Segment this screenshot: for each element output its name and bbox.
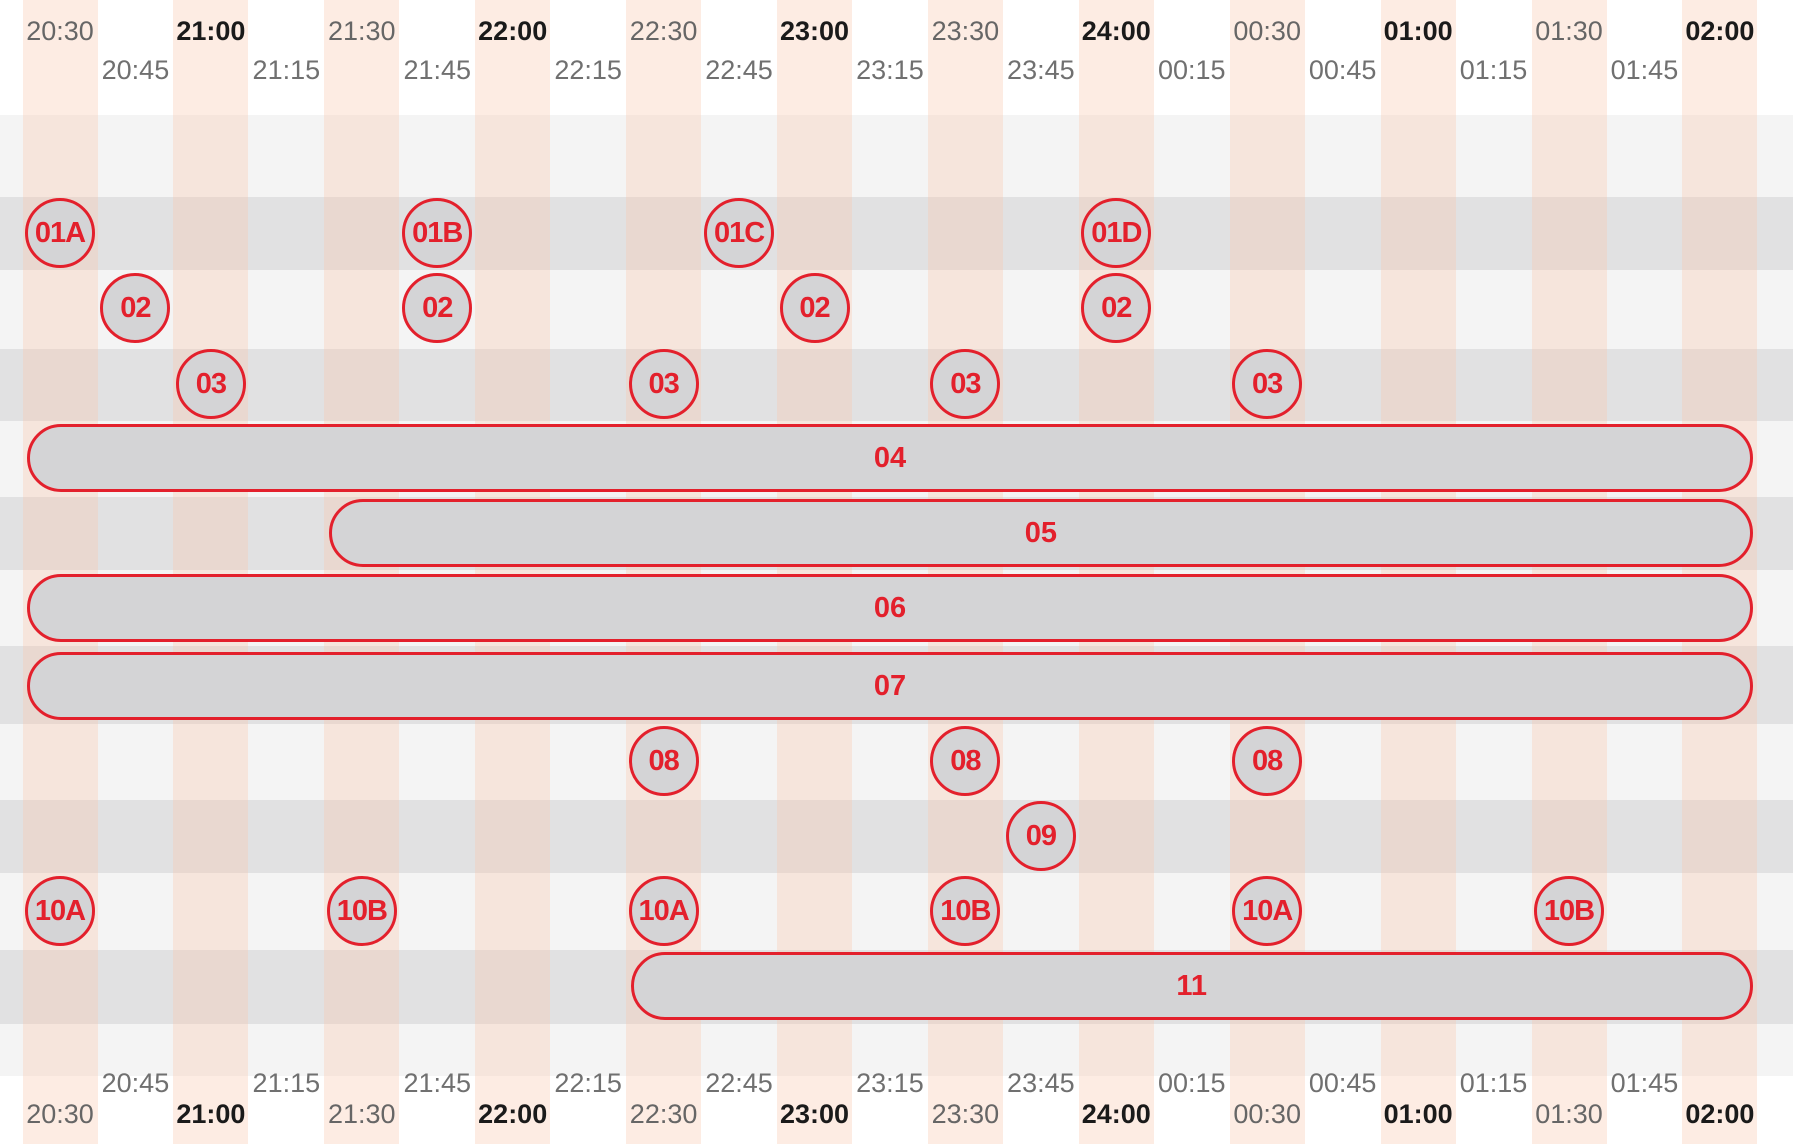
row-band [0, 270, 1793, 349]
time-label-major: 23:30 [931, 16, 1000, 46]
time-label-quarter: 23:15 [856, 55, 924, 85]
time-label-quarter: 20:45 [101, 1068, 170, 1098]
event-circle-10b: 10B [326, 876, 397, 946]
event-circle-10a: 10A [1232, 876, 1303, 946]
half-hour-column [22, 0, 98, 1144]
time-label-major: 24:00 [1081, 1099, 1151, 1129]
time-label-quarter: 22:15 [554, 55, 622, 85]
event-circle-02: 02 [402, 273, 473, 343]
half-hour-column [475, 0, 551, 1144]
time-label-quarter: 00:45 [1308, 1068, 1377, 1098]
time-label-quarter: 21:45 [403, 55, 472, 85]
row-band [0, 197, 1793, 270]
half-hour-column [173, 0, 249, 1144]
time-label-quarter: 20:45 [101, 55, 170, 85]
time-label-quarter: 22:45 [705, 55, 773, 85]
time-label-major: 00:30 [1233, 1099, 1301, 1129]
event-circle-01c: 01C [704, 198, 775, 268]
row-band [0, 1024, 1793, 1076]
time-label-major: 01:00 [1383, 16, 1453, 46]
time-label-major: 21:00 [176, 16, 246, 46]
time-label-quarter: 21:15 [252, 55, 321, 85]
time-label-quarter: 21:15 [252, 1068, 321, 1098]
event-circle-03: 03 [628, 349, 699, 419]
event-circle-10b: 10B [930, 876, 1001, 946]
row-band [0, 800, 1793, 873]
event-bar-11: 11 [630, 952, 1753, 1020]
time-label-major: 22:30 [629, 16, 698, 46]
event-circle-02: 02 [100, 273, 171, 343]
event-circle-08: 08 [1232, 726, 1303, 796]
time-label-quarter: 23:15 [856, 1068, 924, 1098]
row-band [0, 724, 1793, 800]
time-label-major: 01:30 [1535, 1099, 1603, 1129]
time-label-quarter: 01:15 [1459, 1068, 1528, 1098]
time-label-major: 24:00 [1081, 16, 1151, 46]
time-label-major: 01:00 [1383, 1099, 1453, 1129]
time-label-major: 23:30 [931, 1099, 1000, 1129]
event-bar-04: 04 [27, 424, 1753, 492]
time-label-quarter: 00:45 [1308, 55, 1377, 85]
time-label-major: 00:30 [1233, 16, 1301, 46]
event-circle-08: 08 [930, 726, 1001, 796]
time-label-major: 23:00 [779, 1099, 850, 1129]
event-circle-10b: 10B [1534, 876, 1604, 946]
time-label-major: 22:30 [629, 1099, 698, 1129]
time-label-major: 22:00 [478, 1099, 548, 1129]
time-label-major: 01:30 [1535, 16, 1603, 46]
event-circle-08: 08 [628, 726, 699, 796]
event-circle-10a: 10A [628, 876, 699, 946]
row-band [0, 873, 1793, 950]
time-label-major: 02:00 [1685, 1099, 1755, 1129]
time-label-major: 02:00 [1685, 16, 1755, 46]
event-circle-03: 03 [1232, 349, 1303, 419]
time-label-major: 23:00 [779, 16, 850, 46]
event-circle-02: 02 [1081, 273, 1152, 343]
event-circle-02: 02 [779, 273, 850, 343]
time-label-major: 22:00 [478, 16, 548, 46]
half-hour-column [324, 0, 400, 1144]
event-circle-10a: 10A [25, 876, 95, 946]
time-label-quarter: 22:45 [705, 1068, 773, 1098]
event-circle-01a: 01A [25, 198, 95, 268]
time-label-quarter: 00:15 [1157, 55, 1226, 85]
event-bar-07: 07 [27, 652, 1753, 720]
row-band [0, 349, 1793, 421]
time-label-quarter: 01:45 [1610, 1068, 1679, 1098]
time-label-quarter: 01:15 [1459, 55, 1528, 85]
event-bar-05: 05 [328, 499, 1753, 567]
event-circle-01d: 01D [1081, 198, 1152, 268]
time-label-quarter: 23:45 [1007, 1068, 1075, 1098]
time-label-major: 21:00 [176, 1099, 246, 1129]
event-circle-03: 03 [930, 349, 1001, 419]
time-label-major: 20:30 [26, 16, 94, 46]
time-label-major: 21:30 [328, 1099, 396, 1129]
time-label-quarter: 23:45 [1007, 55, 1075, 85]
event-bar-06: 06 [27, 574, 1753, 642]
event-circle-03: 03 [175, 349, 246, 419]
time-label-major: 21:30 [328, 16, 396, 46]
event-circle-01b: 01B [402, 198, 473, 268]
time-label-quarter: 01:45 [1610, 55, 1679, 85]
row-band [0, 115, 1793, 197]
time-label-quarter: 00:15 [1157, 1068, 1226, 1098]
event-circle-09: 09 [1005, 801, 1076, 871]
time-label-quarter: 21:45 [403, 1068, 472, 1098]
time-label-major: 20:30 [26, 1099, 94, 1129]
time-label-quarter: 22:15 [554, 1068, 622, 1098]
